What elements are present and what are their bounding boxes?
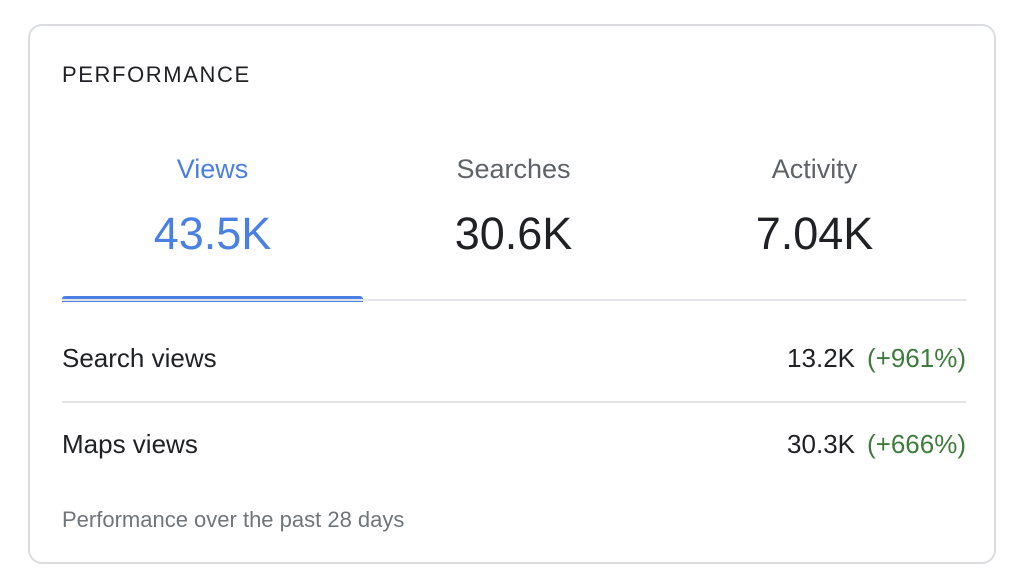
tab-activity[interactable]: Activity 7.04K: [664, 144, 965, 302]
metric-label: Search views: [62, 343, 217, 373]
performance-card: PERFORMANCE Views 43.5K Searches 30.6K A…: [28, 24, 996, 564]
tab-views-value: 43.5K: [153, 208, 272, 259]
tab-searches-value: 30.6K: [454, 208, 573, 259]
performance-tabs: Views 43.5K Searches 30.6K Activity 7.04…: [62, 144, 966, 302]
tab-views-label: Views: [176, 154, 249, 184]
tabs-divider: [62, 299, 966, 301]
tab-activity-label: Activity: [771, 154, 858, 184]
card-title: PERFORMANCE: [62, 62, 251, 87]
tab-searches[interactable]: Searches 30.6K: [363, 144, 664, 302]
tab-activity-value: 7.04K: [755, 208, 874, 259]
metric-row-search-views: Search views 13.2K (+961%): [62, 336, 966, 376]
metric-label: Maps views: [62, 429, 198, 459]
tab-searches-label: Searches: [456, 154, 571, 184]
metric-row-maps-views: Maps views 30.3K (+666%): [62, 422, 966, 462]
metric-value: 13.2K: [787, 343, 855, 373]
metric-change: (+961%): [867, 343, 966, 373]
footer-caption: Performance over the past 28 days: [62, 507, 405, 532]
tab-views[interactable]: Views 43.5K: [62, 144, 363, 302]
row-divider: [62, 401, 966, 403]
metric-change: (+666%): [867, 429, 966, 459]
metric-value: 30.3K: [787, 429, 855, 459]
